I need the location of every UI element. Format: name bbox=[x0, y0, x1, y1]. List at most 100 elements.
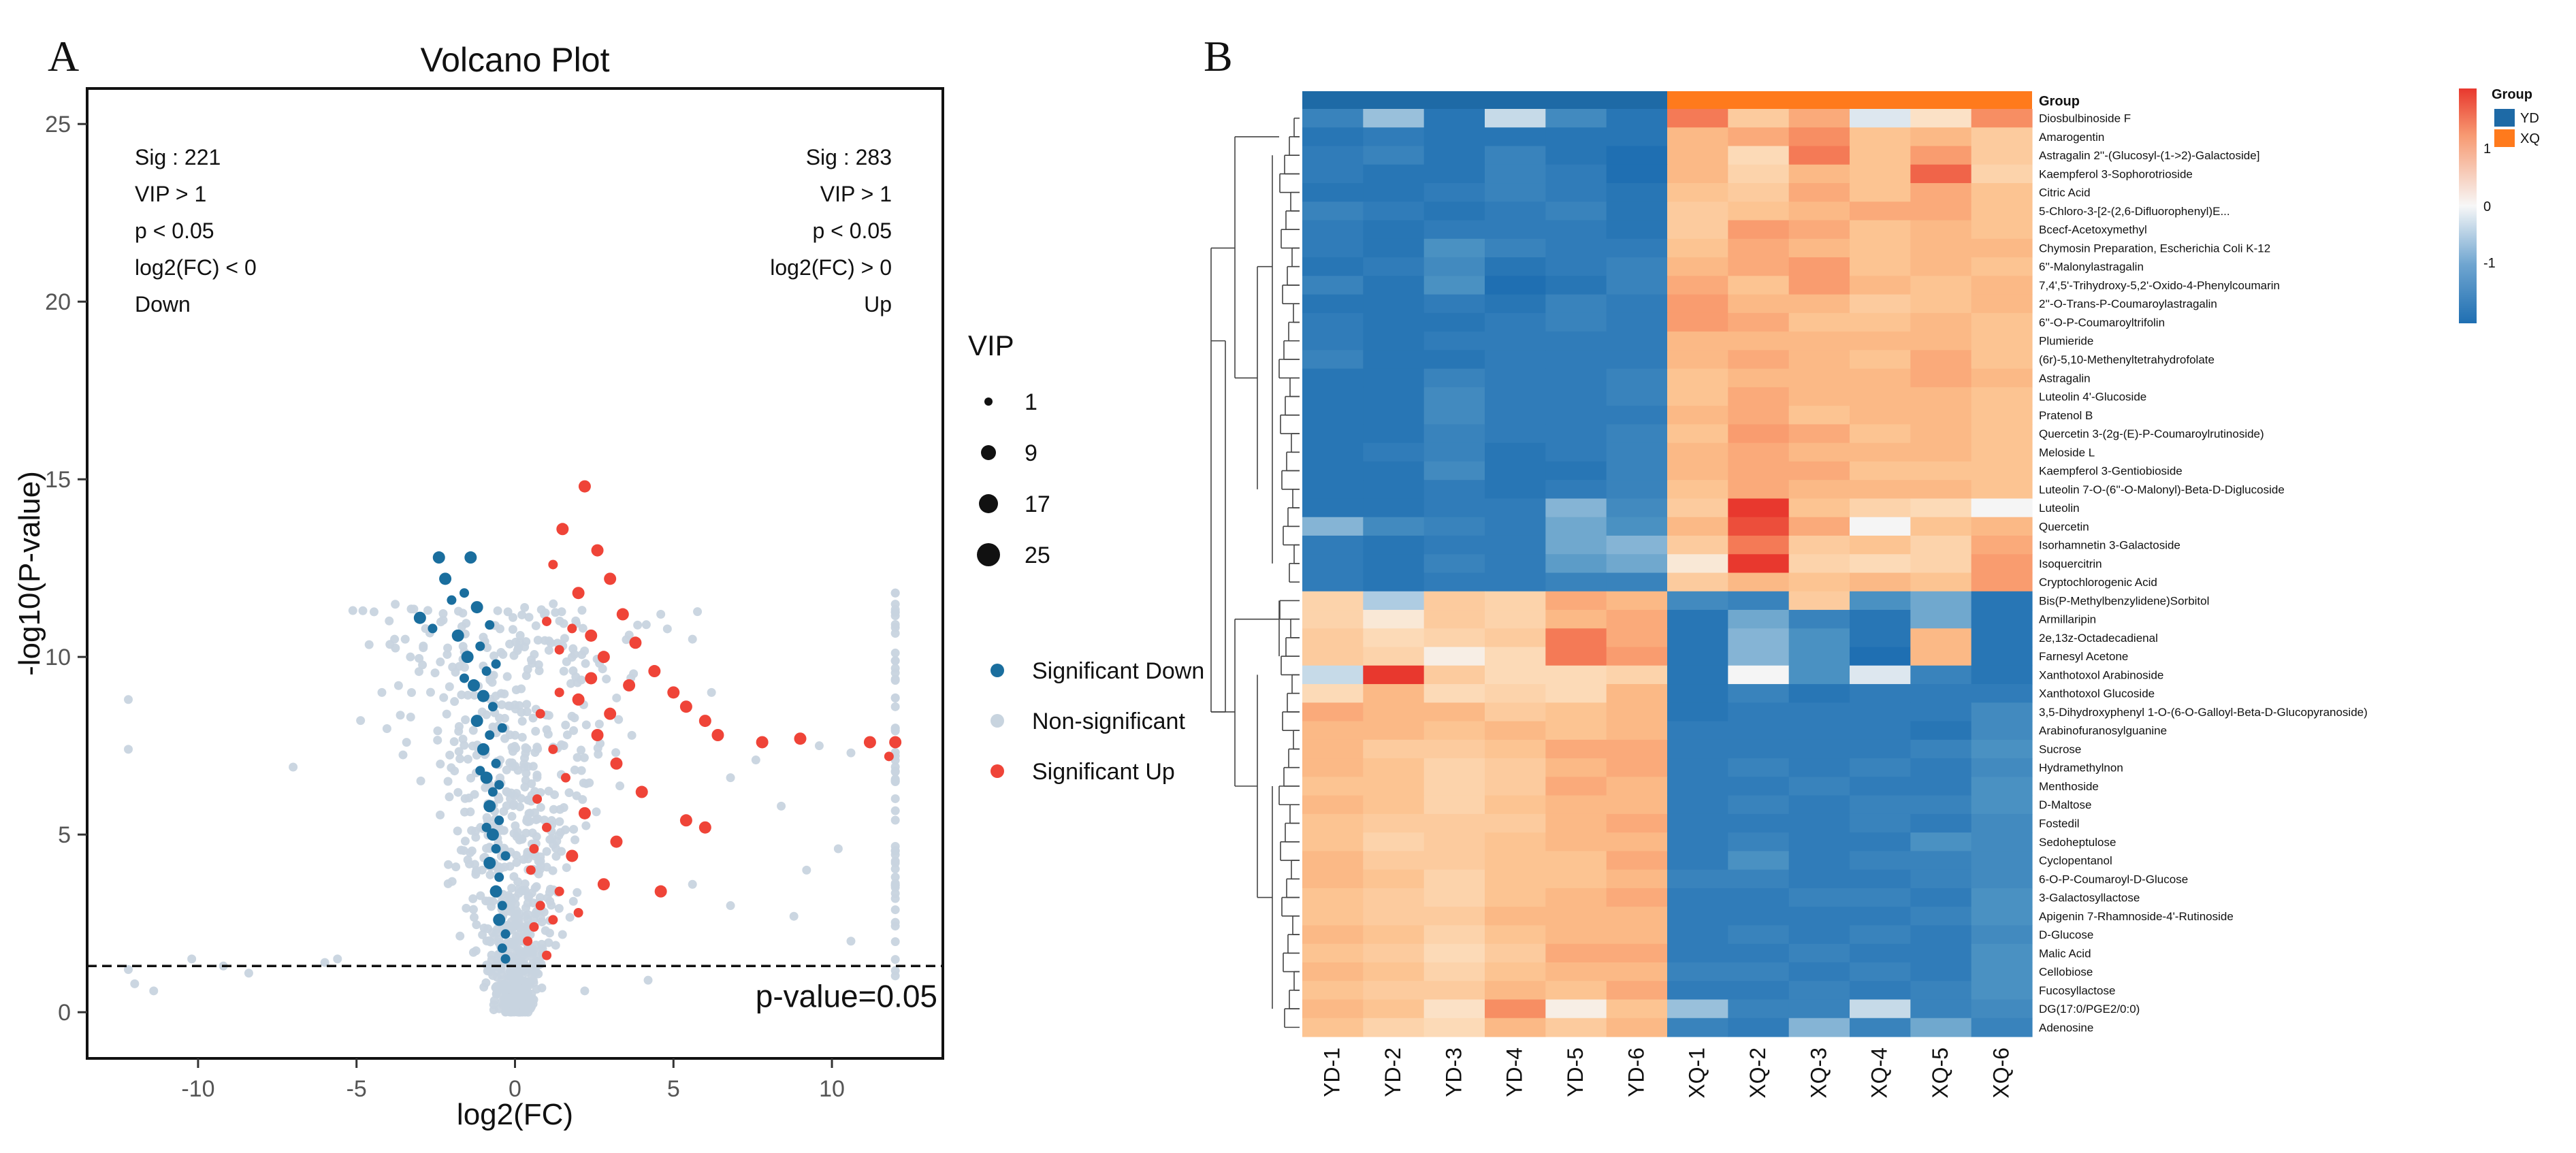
point-nonsignificant bbox=[460, 662, 469, 672]
row-label: (6r)-5,10-Methenyltetrahydrofolate bbox=[2039, 353, 2215, 366]
heatmap-cell bbox=[1788, 591, 1850, 611]
point-significant-down bbox=[464, 551, 477, 564]
heatmap-cell bbox=[1606, 220, 1668, 240]
point-significant-down bbox=[451, 629, 464, 642]
heatmap-cell bbox=[1728, 684, 1790, 703]
point-nonsignificant bbox=[515, 945, 524, 955]
point-nonsignificant bbox=[333, 954, 342, 964]
heatmap-cell bbox=[1423, 424, 1485, 444]
heatmap-cell bbox=[1728, 387, 1790, 406]
point-nonsignificant bbox=[519, 954, 529, 964]
point-nonsignificant bbox=[523, 813, 532, 823]
size-legend-label: 17 bbox=[1025, 491, 1050, 517]
heatmap-cell bbox=[1971, 628, 2033, 648]
point-nonsignificant bbox=[445, 750, 455, 760]
point-nonsignificant bbox=[464, 859, 474, 868]
heatmap-cell bbox=[1728, 368, 1790, 388]
heatmap-cell bbox=[1910, 999, 1972, 1019]
heatmap-cell bbox=[1485, 109, 1546, 128]
heatmap-cell bbox=[1485, 813, 1546, 833]
point-nonsignificant bbox=[489, 651, 499, 661]
heatmap-cell bbox=[1485, 925, 1546, 945]
color-scale-bar bbox=[2459, 88, 2477, 323]
heatmap-cell bbox=[1545, 869, 1607, 889]
heatmap-cell bbox=[1545, 535, 1607, 555]
point-nonsignificant bbox=[530, 883, 540, 893]
point-nonsignificant bbox=[544, 786, 553, 796]
heatmap-cell bbox=[1423, 183, 1485, 202]
point-nonsignificant bbox=[541, 926, 550, 935]
heatmap-cell bbox=[1363, 294, 1425, 314]
heatmap-cell bbox=[1485, 535, 1546, 555]
point-nonsignificant bbox=[562, 730, 572, 740]
point-nonsignificant bbox=[455, 754, 465, 764]
heatmap-cell bbox=[1423, 647, 1485, 666]
point-significant-down bbox=[481, 822, 492, 832]
heatmap-cell bbox=[1485, 888, 1546, 907]
heatmap-cell bbox=[1363, 276, 1425, 295]
column-label: XQ-6 bbox=[1989, 1048, 2013, 1099]
heatmap-cell bbox=[1910, 312, 1972, 332]
heatmap-cell bbox=[1606, 758, 1668, 777]
heatmap-cell bbox=[1971, 943, 2033, 963]
heatmap-cell bbox=[1545, 294, 1607, 314]
heatmap-cell bbox=[1728, 907, 1790, 926]
heatmap-cell bbox=[1850, 684, 1911, 703]
heatmap-cell bbox=[1606, 406, 1668, 425]
point-nonsignificant bbox=[462, 903, 471, 913]
heatmap-cell bbox=[1485, 647, 1546, 666]
point-nonsignificant bbox=[517, 684, 526, 694]
row-label: 6-O-P-Coumaroyl-D-Glucose bbox=[2039, 873, 2188, 886]
point-significant-up bbox=[542, 822, 552, 832]
point-nonsignificant bbox=[400, 634, 410, 644]
heatmap-cell bbox=[1423, 201, 1485, 221]
point-nonsignificant bbox=[502, 672, 512, 681]
point-nonsignificant bbox=[515, 909, 524, 919]
heatmap-cell bbox=[1728, 628, 1790, 648]
heatmap-cell bbox=[1423, 480, 1485, 500]
point-nonsignificant bbox=[187, 954, 197, 964]
heatmap-cell bbox=[1485, 665, 1546, 685]
point-significant-down bbox=[460, 673, 470, 683]
point-nonsignificant bbox=[614, 715, 624, 724]
point-nonsignificant bbox=[406, 652, 415, 662]
point-nonsignificant bbox=[468, 726, 478, 735]
heatmap-cell bbox=[1971, 424, 2033, 444]
heatmap-cell bbox=[1850, 739, 1911, 759]
point-nonsignificant bbox=[124, 745, 133, 754]
point-significant-down bbox=[413, 611, 426, 624]
point-nonsignificant bbox=[519, 855, 528, 864]
heatmap-cell bbox=[1788, 999, 1850, 1019]
size-legend-dot bbox=[981, 445, 996, 460]
heatmap-cell bbox=[1423, 758, 1485, 777]
heatmap-cell bbox=[1423, 294, 1485, 314]
heatmap-cell bbox=[1423, 851, 1485, 871]
point-nonsignificant bbox=[611, 748, 621, 758]
heatmap-cell bbox=[1363, 109, 1425, 128]
point-significant-up bbox=[532, 794, 543, 804]
point-nonsignificant bbox=[369, 607, 379, 617]
heatmap-cell bbox=[1850, 572, 1911, 592]
point-nonsignificant bbox=[454, 747, 464, 756]
heatmap-cell bbox=[1667, 907, 1728, 926]
heatmap-cell bbox=[1788, 461, 1850, 481]
heatmap-cell bbox=[1910, 257, 1972, 276]
point-nonsignificant bbox=[890, 693, 900, 702]
heatmap-cell bbox=[1302, 684, 1364, 703]
heatmap-cell bbox=[1423, 517, 1485, 536]
point-nonsignificant bbox=[500, 734, 510, 743]
point-nonsignificant bbox=[512, 858, 521, 867]
point-nonsignificant bbox=[802, 865, 811, 875]
point-nonsignificant bbox=[570, 713, 579, 723]
x-tick-label: 0 bbox=[509, 1076, 521, 1102]
heatmap-cell bbox=[1423, 721, 1485, 741]
heatmap-cell bbox=[1423, 795, 1485, 815]
point-nonsignificant bbox=[495, 624, 504, 634]
heatmap-cell bbox=[1788, 981, 1850, 1001]
point-significant-down bbox=[487, 702, 498, 712]
point-significant-up bbox=[573, 907, 583, 917]
heatmap-cell bbox=[1545, 331, 1607, 351]
heatmap-cell bbox=[1363, 312, 1425, 332]
heatmap-cell bbox=[1606, 962, 1668, 981]
point-nonsignificant bbox=[457, 622, 466, 632]
